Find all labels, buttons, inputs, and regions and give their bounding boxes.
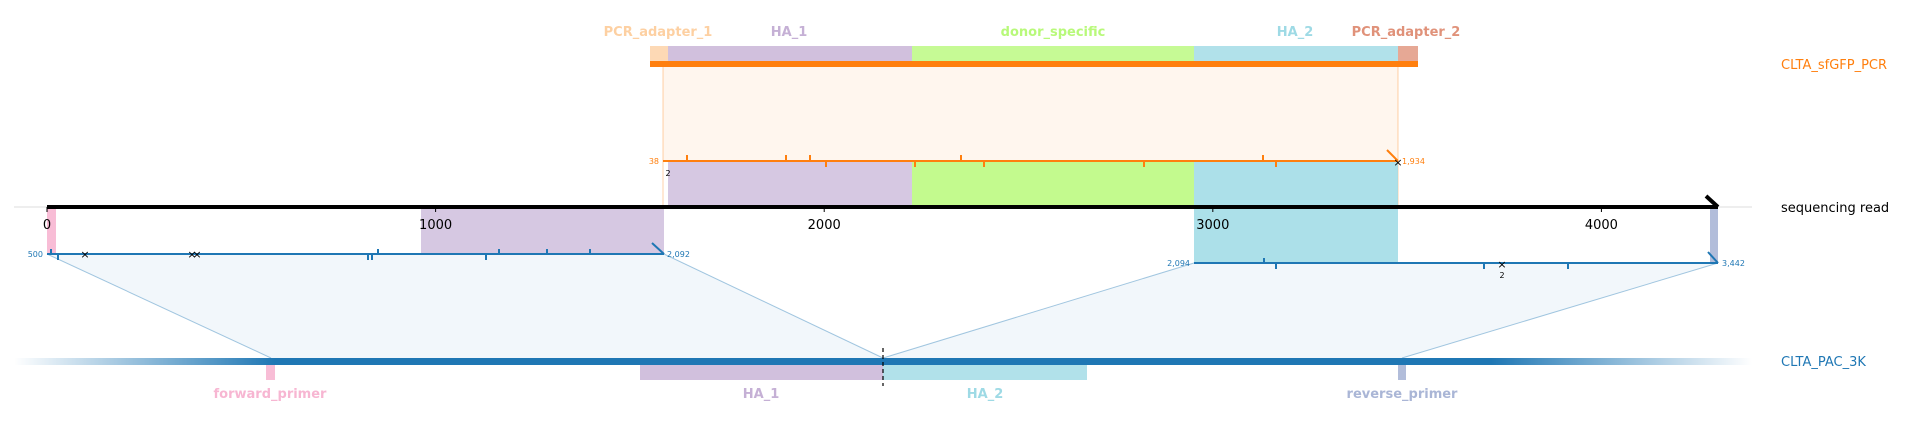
pcr-feature-label-5: PCR_adapter_2: [1352, 25, 1461, 40]
genome-right-ref-end: 3,442: [1722, 259, 1745, 268]
read-track: 0 1000 2000 3000 4000: [14, 194, 1752, 233]
genome-feature-label-1: forward_primer: [214, 387, 328, 402]
genome-reference-bar: [14, 358, 1752, 365]
track-label-read: sequencing read: [1781, 201, 1889, 216]
pcr-ref-start: 38: [649, 157, 659, 166]
read-axis-tick-label-1: 1000: [419, 218, 452, 233]
pcr-ref-end: 1,934: [1402, 157, 1425, 166]
genome-right-alignment: × 2 2,094 3,442: [882, 209, 1745, 359]
forward-primer-on-read: [47, 209, 56, 254]
genome-forward-primer-block: [266, 365, 275, 380]
genome-ha1-block: [640, 365, 883, 380]
read-end-arrow: [1704, 194, 1720, 209]
read-axis-tick-label-2: 2000: [808, 218, 841, 233]
pcr-ha2-block: [1194, 46, 1398, 64]
pcr-adapter-2-block: [1398, 46, 1418, 64]
genome-left-deletions: × × ×: [80, 248, 201, 261]
pcr-mismatch-ticks: [686, 149, 1399, 167]
genome-ha2-block: [883, 365, 1087, 380]
svg-text:×: ×: [192, 248, 201, 261]
genome-feature-label-4: reverse_primer: [1347, 387, 1459, 402]
genome-left-ref-end: 2,092: [667, 250, 690, 259]
pcr-reference-bar: [650, 61, 1418, 67]
read-axis-ticks: 0 1000 2000 3000 4000: [43, 207, 1618, 233]
pcr-adapter-1-block: [650, 46, 668, 64]
ha2-on-read-right: [1194, 209, 1398, 263]
track-label-pcr: CLTA_sfGFP_PCR: [1781, 58, 1887, 73]
pcr-alignment-band: [663, 67, 1398, 161]
pcr-feature-label-2: HA_1: [771, 25, 808, 40]
genome-feature-label-3: HA_2: [967, 387, 1004, 402]
ha1-on-read-left: [421, 209, 664, 254]
read-axis-tick-label-0: 0: [43, 218, 51, 233]
svg-text:×: ×: [187, 248, 196, 261]
pcr-feature-label-4: HA_2: [1277, 25, 1314, 40]
pcr-alignment: 38 1,934 2 ×: [649, 67, 1425, 206]
genome-left-alignment: × × × 500 2,092: [28, 209, 884, 359]
pcr-deletion-mark: ×: [1393, 156, 1402, 169]
genome-right-ticks: [1263, 251, 1719, 269]
pcr-insertion-count: 2: [665, 169, 670, 178]
svg-text:×: ×: [80, 248, 89, 261]
pcr-donor-on-read: [912, 161, 1194, 206]
genome-track: forward_primer HA_1 HA_2 reverse_primer: [14, 348, 1752, 402]
read-axis-tick-label-3: 3000: [1196, 218, 1229, 233]
track-label-genome: CLTA_PAC_3K: [1781, 355, 1866, 370]
read-axis-tick-label-4: 4000: [1585, 218, 1618, 233]
genome-right-band: [883, 263, 1718, 358]
genome-left-ref-start: 500: [28, 250, 43, 259]
genome-right-deletion: ×: [1497, 258, 1506, 271]
reverse-primer-on-read: [1710, 209, 1718, 263]
pcr-ha2-on-read: [1194, 161, 1398, 206]
pcr-ha1-on-read: [668, 161, 912, 206]
pcr-feature-label-1: PCR_adapter_1: [604, 25, 713, 40]
genome-right-ref-start: 2,094: [1167, 259, 1190, 268]
genome-feature-label-2: HA_1: [743, 387, 780, 402]
genome-left-band: [47, 254, 883, 358]
pcr-feature-track: PCR_adapter_1 HA_1 donor_specific HA_2 P…: [604, 25, 1461, 67]
genome-left-ticks: [50, 242, 665, 260]
genome-right-insertion-count: 2: [1499, 271, 1504, 280]
pcr-ha1-block: [668, 46, 912, 64]
genome-reverse-primer-block: [1398, 365, 1406, 380]
pcr-feature-label-3: donor_specific: [1001, 25, 1106, 40]
pcr-donor-specific-block: [912, 46, 1194, 64]
